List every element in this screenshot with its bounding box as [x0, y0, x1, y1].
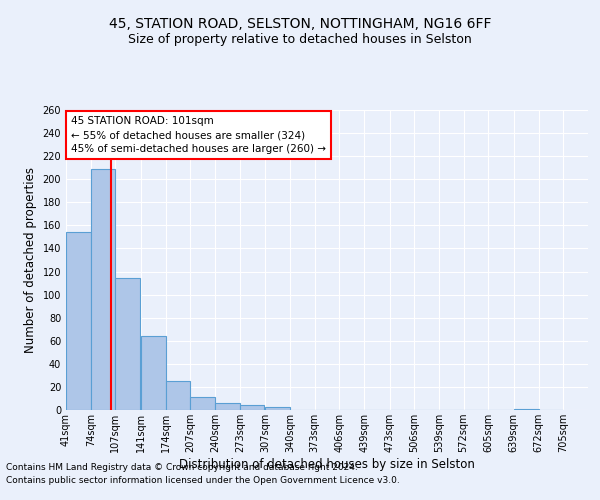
Bar — [240, 406, 265, 410]
Bar — [514, 409, 539, 410]
Text: Contains public sector information licensed under the Open Government Licence v3: Contains public sector information licen… — [6, 476, 400, 485]
Text: 45, STATION ROAD, SELSTON, NOTTINGHAM, NG16 6FF: 45, STATION ROAD, SELSTON, NOTTINGHAM, N… — [109, 18, 491, 32]
Y-axis label: Number of detached properties: Number of detached properties — [24, 167, 37, 353]
Bar — [215, 403, 240, 410]
X-axis label: Distribution of detached houses by size in Selston: Distribution of detached houses by size … — [179, 458, 475, 471]
Bar — [265, 406, 290, 410]
Bar — [115, 278, 140, 410]
Bar — [66, 232, 91, 410]
Bar — [166, 381, 190, 410]
Text: Size of property relative to detached houses in Selston: Size of property relative to detached ho… — [128, 32, 472, 46]
Bar — [141, 336, 166, 410]
Bar — [190, 398, 215, 410]
Bar — [91, 169, 115, 410]
Text: Contains HM Land Registry data © Crown copyright and database right 2024.: Contains HM Land Registry data © Crown c… — [6, 464, 358, 472]
Text: 45 STATION ROAD: 101sqm
← 55% of detached houses are smaller (324)
45% of semi-d: 45 STATION ROAD: 101sqm ← 55% of detache… — [71, 116, 326, 154]
